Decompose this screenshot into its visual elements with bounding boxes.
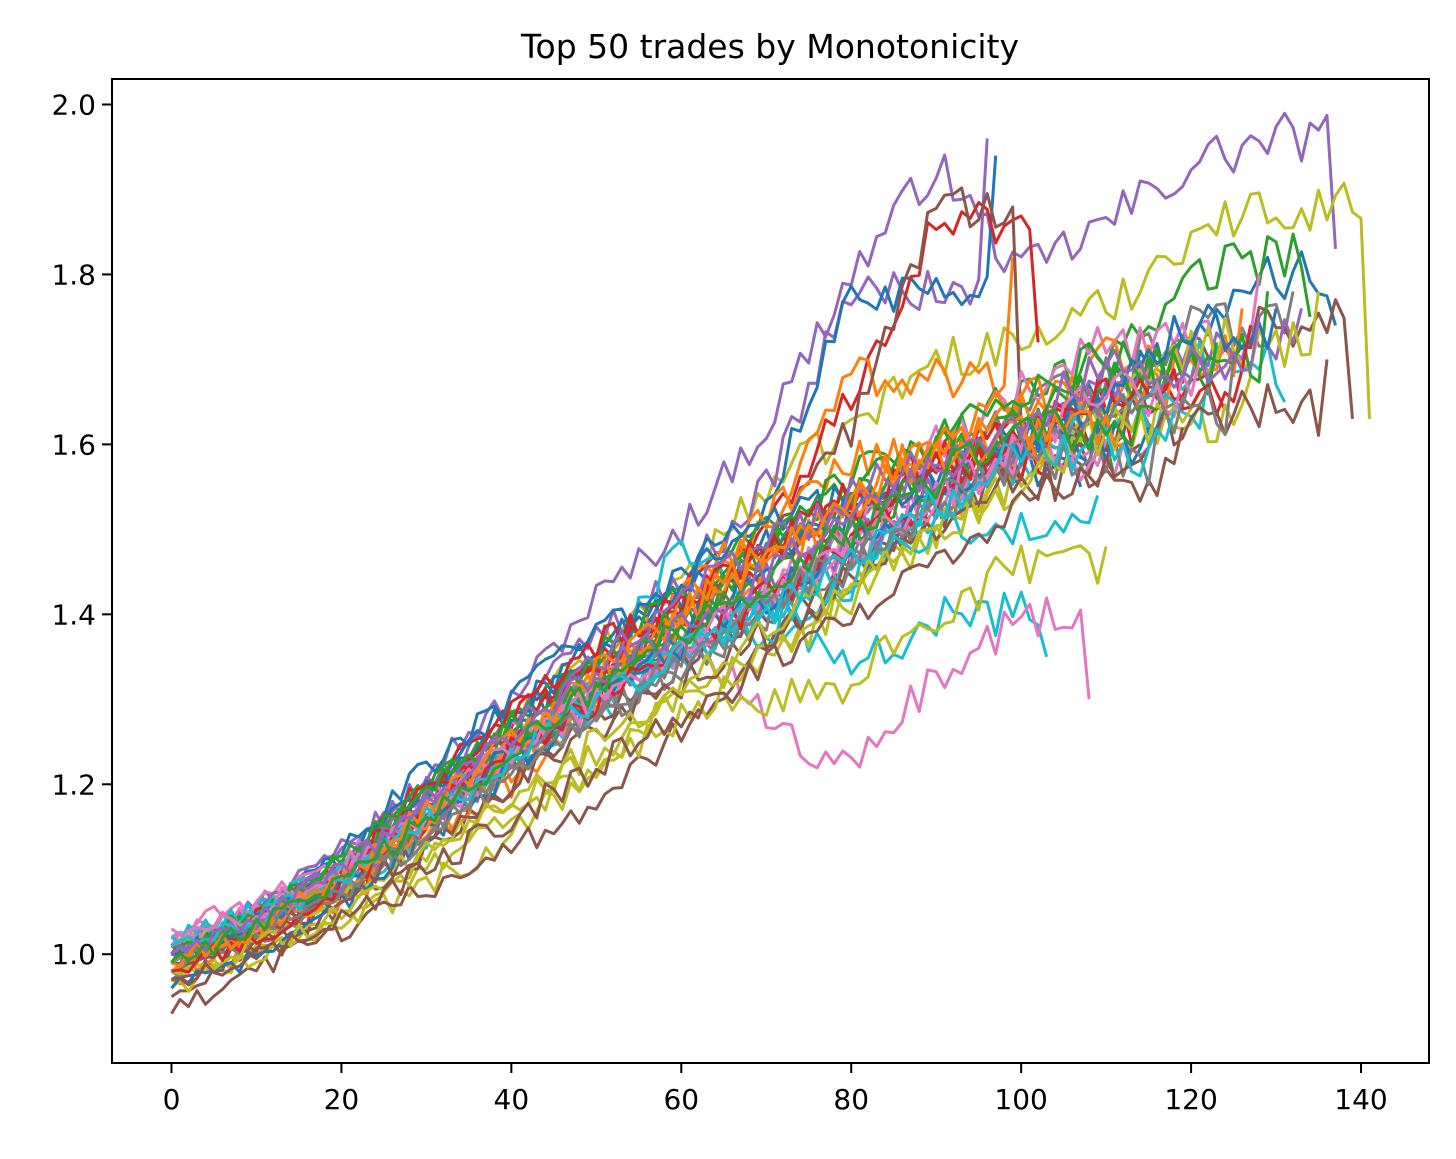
- x-tick-label: 40: [494, 1083, 530, 1116]
- chart-title: Top 50 trades by Monotonicity: [520, 27, 1019, 66]
- y-tick-label: 1.4: [51, 598, 96, 631]
- series-line-44: [171, 359, 1329, 987]
- x-tick-label: 20: [324, 1083, 360, 1116]
- x-tick-label: 0: [163, 1083, 181, 1116]
- y-tick-label: 1.6: [51, 428, 96, 461]
- x-tick-label: 60: [663, 1083, 699, 1116]
- y-tick-label: 1.8: [51, 258, 96, 291]
- series-line-50: [170, 404, 1158, 964]
- y-tick-label: 1.0: [51, 938, 96, 971]
- x-tick-label: 140: [1334, 1083, 1387, 1116]
- y-axis: 1.0 1.2 1.4 1.6 1.8 2.0: [51, 88, 112, 971]
- y-tick-label: 2.0: [51, 88, 96, 121]
- x-tick-label: 120: [1164, 1083, 1217, 1116]
- x-axis: 0 20 40 60 80 100 120 140: [163, 1063, 1388, 1116]
- series-line-3: [171, 138, 989, 956]
- series-line-34: [170, 427, 1185, 966]
- series-line-40: [171, 392, 1201, 976]
- series-line-47: [170, 409, 1176, 948]
- y-tick-label: 1.2: [51, 768, 96, 801]
- x-tick-label: 100: [994, 1083, 1047, 1116]
- series-group: [170, 111, 1371, 1015]
- plot-frame: [111, 78, 1430, 1064]
- series-line-28: [170, 308, 1244, 973]
- x-tick-label: 80: [833, 1083, 869, 1116]
